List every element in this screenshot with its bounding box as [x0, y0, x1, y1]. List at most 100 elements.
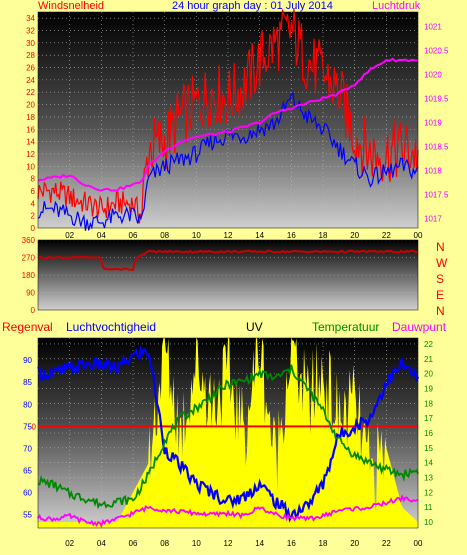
y2-tick-label: 21	[424, 355, 433, 364]
y-tick-label: 360	[22, 236, 36, 245]
y-tick-label: 60	[23, 489, 32, 498]
y-tick-label: 0	[31, 306, 36, 315]
y-tick-label: 2	[31, 212, 36, 221]
x-tick-label: 22	[382, 539, 391, 548]
direction-letter-s: S	[436, 272, 445, 286]
y2-tick-label: 18	[424, 399, 433, 408]
y2-tick-label: 1018.5	[424, 142, 449, 151]
x-tick-label: 10	[192, 231, 201, 240]
series-line-pressure	[37, 57, 419, 192]
windspeed-axis-title: Windsnelheid	[38, 0, 105, 12]
y-tick-label: 4	[31, 199, 36, 208]
plot-frame	[37, 239, 419, 311]
y-tick-label: 34	[26, 14, 35, 23]
plot-frame	[37, 337, 419, 529]
direction-letter-w: W	[436, 256, 448, 270]
x-tick-label: 00	[414, 539, 423, 548]
uv-axis-title: UV	[246, 320, 263, 334]
y-tick-label: 20	[26, 101, 35, 110]
x-tick-label: 06	[129, 231, 138, 240]
y2-tick-label: 1021	[424, 22, 442, 31]
y2-tick-label: 1017.5	[424, 190, 449, 199]
x-tick-label: 04	[97, 231, 106, 240]
y2-tick-label: 20	[424, 370, 433, 379]
x-tick-label: 18	[319, 231, 328, 240]
series-line-humidity	[37, 344, 420, 523]
y2-tick-label: 14	[424, 459, 433, 468]
y2-tick-label: 12	[424, 488, 433, 497]
x-tick-label: 14	[255, 231, 264, 240]
y-tick-label: 85	[23, 378, 32, 387]
x-tick-label: 20	[350, 231, 359, 240]
x-tick-label: 08	[160, 231, 169, 240]
y-tick-label: 180	[22, 271, 36, 280]
rain-axis-tick: 0	[32, 422, 37, 431]
y2-tick-label: 1019.5	[424, 94, 449, 103]
x-tick-label: 14	[255, 539, 264, 548]
rain-axis-title: Regenval	[2, 320, 53, 334]
series-line-direction	[37, 249, 419, 271]
y2-tick-label: 19	[424, 384, 433, 393]
y2-tick-label: 13	[424, 474, 433, 483]
y2-tick-label: 1020	[424, 70, 442, 79]
y-tick-label: 12	[26, 150, 35, 159]
y-tick-label: 16	[26, 125, 35, 134]
series-line-windspeed	[37, 8, 419, 224]
y2-tick-label: 1018	[424, 166, 442, 175]
y2-tick-label: 11	[424, 503, 433, 512]
humidity-axis-title: Luchtvochtigheid	[66, 320, 157, 334]
x-tick-label: 02	[65, 231, 74, 240]
y-tick-label: 28	[26, 51, 35, 60]
y-tick-label: 10	[26, 162, 35, 171]
x-tick-label: 10	[192, 539, 201, 548]
y-tick-label: 26	[26, 64, 35, 73]
x-tick-label: 02	[65, 539, 74, 548]
y2-tick-label: 16	[424, 429, 433, 438]
plot-frame	[37, 11, 419, 229]
x-tick-label: 12	[224, 539, 233, 548]
x-tick-label: 00	[414, 231, 423, 240]
y-tick-label: 6	[31, 187, 36, 196]
y-tick-label: 24	[26, 76, 35, 85]
chart-title: 24 hour graph day : 01 July 2014	[172, 0, 333, 12]
y-tick-label: 80	[23, 400, 32, 409]
y-tick-label: 90	[26, 289, 35, 298]
dewpoint-axis-title: Dauwpunt	[392, 320, 447, 334]
y-tick-label: 55	[23, 511, 32, 520]
series-line-dewpoint	[37, 494, 419, 529]
x-tick-label: 20	[350, 539, 359, 548]
x-tick-label: 12	[224, 231, 233, 240]
y-tick-label: 32	[26, 27, 35, 36]
y2-tick-label: 17	[424, 414, 433, 423]
y2-tick-label: 10	[424, 518, 433, 527]
y-tick-label: 70	[23, 444, 32, 453]
y-tick-label: 30	[26, 39, 35, 48]
x-tick-label: 18	[319, 539, 328, 548]
series-line-temperature	[37, 364, 419, 510]
x-tick-label: 06	[129, 539, 138, 548]
direction-letter-e: E	[436, 288, 445, 302]
y-tick-label: 90	[23, 356, 32, 365]
y2-tick-label: 1019	[424, 118, 442, 127]
temperature-axis-title: Temperatuur	[312, 320, 380, 334]
y2-tick-label: 22	[424, 340, 433, 349]
y-tick-label: 22	[26, 88, 35, 97]
y2-tick-label: 1020.5	[424, 46, 449, 55]
y-tick-label: 14	[26, 138, 35, 147]
y-tick-label: 0	[31, 224, 36, 233]
pressure-axis-title: Luchtdruk	[372, 0, 421, 12]
x-tick-label: 08	[160, 539, 169, 548]
x-tick-label: 22	[382, 231, 391, 240]
y-tick-label: 270	[22, 254, 36, 263]
x-tick-label: 16	[287, 231, 296, 240]
y-tick-label: 75	[23, 422, 32, 431]
y-tick-label: 65	[23, 467, 32, 476]
x-tick-label: 04	[97, 539, 106, 548]
y2-tick-label: 15	[424, 444, 433, 453]
x-tick-label: 16	[287, 539, 296, 548]
y2-tick-label: 1017	[424, 214, 442, 223]
y-tick-label: 18	[26, 113, 35, 122]
direction-letter-n-bottom: N	[436, 304, 445, 318]
direction-letter-n-top: N	[436, 240, 445, 254]
